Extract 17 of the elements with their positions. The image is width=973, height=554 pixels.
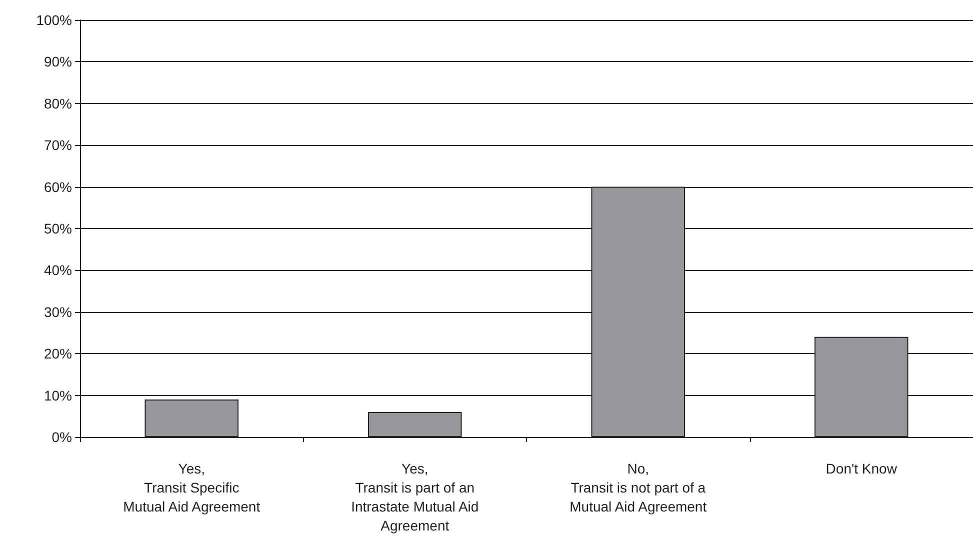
y-tick-label: 70% (44, 137, 72, 154)
y-tick-label: 30% (44, 304, 72, 320)
y-tick-label: 20% (44, 346, 72, 362)
y-tick-label: 40% (44, 262, 72, 278)
y-tick-label: 50% (44, 220, 72, 236)
x-tick-label: No, Transit is not part of a Mutual Aid Agreement (570, 460, 707, 514)
y-tick-label: 90% (44, 54, 72, 70)
x-tick-label: Don't Know (826, 460, 898, 476)
y-tick-label: 0% (52, 429, 72, 445)
y-tick-label: 80% (44, 95, 72, 112)
y-tick-label: 10% (44, 387, 72, 404)
y-tick-label: 100% (36, 12, 72, 28)
bar (368, 412, 462, 437)
y-tick-label: 60% (44, 178, 72, 195)
x-tick-label: Yes, Transit Specific Mutual Aid Agreement (123, 460, 260, 514)
x-tick-label: Yes, Transit is part of an Intrastate Mutual Aid Agreement (351, 460, 479, 534)
bar (144, 399, 239, 437)
